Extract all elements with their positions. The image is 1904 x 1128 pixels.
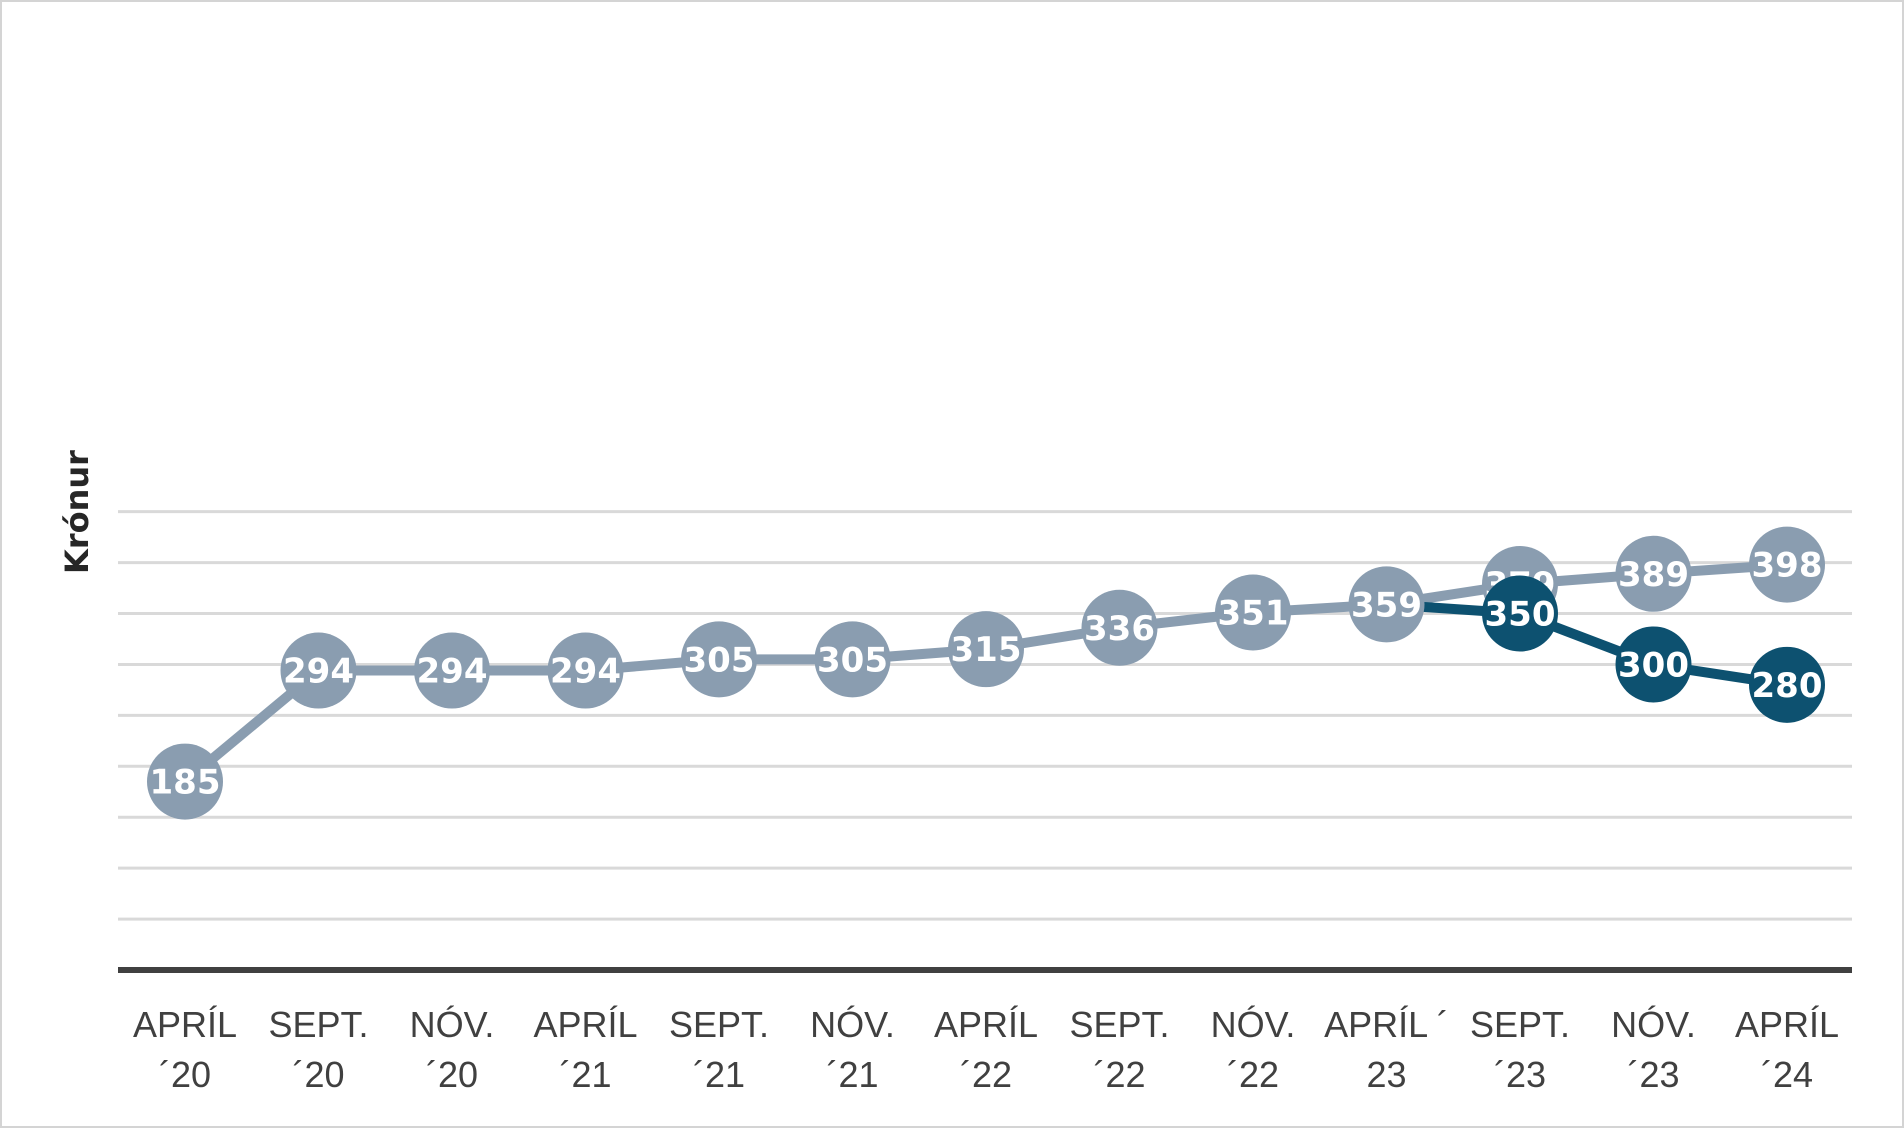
x-tick-label: NÓV. ´20 [410, 1004, 495, 1095]
series-2-point [1615, 626, 1692, 703]
series-2-data-label: 300 [1618, 645, 1689, 685]
series-1-point [1615, 535, 1692, 612]
series-1-point [948, 611, 1024, 688]
x-tick-label: SEPT. ´21 [669, 1004, 769, 1095]
x-tick-label: APRÍL ´21 [533, 1004, 637, 1095]
series-1-data-label: 336 [1084, 609, 1155, 649]
series-1-point [547, 632, 624, 709]
series-1-point [280, 632, 357, 709]
x-tick-label: SEPT. ´20 [268, 1004, 368, 1095]
series-1-data-label: 359 [1351, 585, 1422, 625]
series-1-point [414, 632, 490, 709]
series-1-point [1081, 589, 1158, 666]
series-1-point [1348, 566, 1425, 643]
x-tick-label: NÓV. ´22 [1211, 1004, 1296, 1095]
x-tick-label: SEPT. ´22 [1069, 1004, 1169, 1095]
series-1-data-label: 351 [1218, 594, 1289, 634]
series-1-data-label: 185 [150, 763, 221, 803]
series-1-data-label: 294 [550, 652, 621, 692]
series-2-data-label: 280 [1752, 666, 1823, 706]
series-1-point [1215, 574, 1291, 651]
x-tick-label: APRÍL ´22 [934, 1004, 1038, 1095]
series-1-data-label: 294 [417, 652, 488, 692]
series-1-data-label: 389 [1618, 555, 1689, 595]
series-1-data-label: 315 [951, 630, 1022, 670]
series-2-data-label: 350 [1485, 595, 1556, 635]
x-tick-label: APRÍL ´24 [1735, 1004, 1839, 1095]
series-1-data-label: 305 [684, 640, 755, 680]
series-1-data-label: 305 [817, 640, 888, 680]
series-1-point [1749, 526, 1825, 603]
x-tick-label: NÓV. ´21 [810, 1004, 895, 1095]
series-2-point [1482, 575, 1558, 652]
x-tick-label: APRÍL ´20 [133, 1004, 237, 1095]
x-tick-label: SEPT. ´23 [1470, 1004, 1570, 1095]
series-1-point [147, 743, 223, 820]
series-1-data-label: 294 [283, 652, 354, 692]
x-tick-label: NÓV. ´23 [1611, 1004, 1696, 1095]
series-1-point [681, 621, 757, 698]
x-tick-label: APRÍL ´ 23 [1324, 1004, 1449, 1095]
series-2-line [1381, 599, 1792, 690]
series-1-data-label: 398 [1752, 546, 1823, 586]
series-1-point [814, 621, 891, 698]
y-axis-label: Krónur [58, 450, 96, 574]
series-2-point [1749, 646, 1825, 723]
